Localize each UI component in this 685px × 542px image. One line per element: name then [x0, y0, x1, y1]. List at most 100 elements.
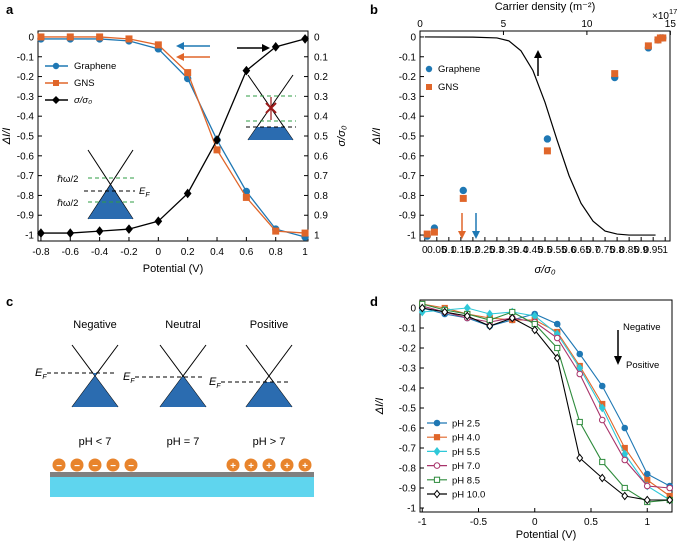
b-xtick-label: 0.25	[475, 245, 495, 256]
a-ytick-right-label: 0	[314, 32, 320, 43]
b-xtick-label: 0.5	[538, 245, 552, 256]
d-point-5	[508, 313, 516, 323]
arrow-up-icon	[534, 50, 542, 58]
graphene-film	[50, 472, 140, 477]
panel-a-ylabel-right: σ/σ₀	[336, 125, 348, 146]
a-ytick-label: -0.4	[17, 112, 35, 123]
d-ytick-label: 0	[410, 304, 416, 315]
d-legend-marker	[433, 476, 441, 483]
d-point-0	[576, 350, 584, 358]
d-line-4	[422, 303, 670, 503]
b-xtick-label: 0.85	[619, 245, 639, 256]
cone-line	[245, 344, 293, 408]
d-point-5	[463, 311, 471, 321]
d-legend-label-2: pH 5.5	[452, 447, 480, 458]
panel-c-schematic: Negative EF pH < 7 − − − − − Neutral EF pH = 7 Posi…	[35, 319, 314, 497]
panel-a-arrows	[176, 42, 270, 61]
panel-b-legend: Graphene GNS	[425, 64, 480, 93]
cone-line	[159, 344, 207, 408]
arrow-left-blue-icon	[176, 42, 184, 50]
ph-label-2: pH > 7	[253, 436, 286, 448]
b-xtick-label: 0.75	[595, 245, 615, 256]
charge-ion	[262, 458, 276, 472]
a-point-1	[272, 227, 280, 235]
d-point-4	[554, 344, 561, 352]
panel-b-chart: 0 0.050.10.150.20.250.30.350.40.450.50.55…	[371, 1, 677, 276]
a-ytick-label: -0.7	[17, 171, 35, 182]
d-point-4	[621, 484, 628, 492]
a-point-2	[154, 216, 163, 226]
charge-sign: −	[74, 461, 80, 472]
a-ytick-right-label: 0.2	[314, 72, 328, 83]
d-point-5	[666, 495, 674, 505]
d-point-3	[643, 482, 651, 490]
b-xtick-label: 0.7	[586, 245, 600, 256]
a-ytick-label: -0.5	[17, 132, 35, 143]
b-point-0	[543, 135, 552, 143]
d-line-3	[422, 305, 670, 489]
charge-ion	[70, 458, 84, 472]
panel-d-legend: pH 2.5 pH 4.0 pH 5.5 pH 7.0 pH 8.5 pH 10.0	[427, 419, 485, 501]
d-point-5	[576, 453, 584, 463]
b-point-1	[659, 34, 667, 42]
d-point-3	[598, 416, 606, 424]
charge-ion	[52, 458, 66, 472]
a-point-1	[213, 146, 221, 154]
panel-label-c: c	[6, 294, 13, 309]
panel-b-arrows	[458, 50, 542, 239]
d-point-0	[553, 320, 561, 328]
a-ytick-right-label: 1	[314, 231, 320, 242]
charge-sign: +	[284, 461, 290, 472]
a-point-1	[125, 35, 133, 43]
substrate	[138, 476, 228, 497]
legend-gns: GNS	[74, 78, 95, 89]
a-line-0	[40, 38, 306, 238]
panel-a-legend: Graphene GNS σ/σ₀	[45, 61, 116, 106]
substrate	[50, 476, 140, 497]
d-line-5	[422, 307, 670, 501]
d-point-2	[598, 403, 606, 413]
dirac-cone-inset-left: ℏω/2 ℏω/2 EF	[57, 149, 150, 220]
hw-label-bottom: ℏω/2	[57, 198, 78, 209]
charge-sign: −	[110, 461, 116, 472]
ph-label-1: pH = 7	[167, 436, 200, 448]
d-point-5	[643, 495, 651, 505]
d-ytick-label: -0.4	[399, 384, 417, 395]
a-ytick-right-label: 0.9	[314, 211, 328, 222]
b-point-0	[459, 186, 467, 195]
a-ytick-right-label: 0.4	[314, 112, 328, 123]
b-ytick-label: -0.6	[399, 151, 417, 162]
panel-d-frame	[419, 299, 673, 513]
state-title-2: Positive	[250, 319, 289, 331]
b-ytick-label: -0.1	[399, 52, 417, 63]
panel-a-ylabel-left: ΔI/I	[1, 128, 13, 146]
a-xtick-label: 0.4	[210, 247, 224, 258]
a-xtick-label: -0.8	[32, 247, 50, 258]
d-ytick-label: -0.2	[399, 344, 417, 355]
d-ytick-label: -0.7	[399, 444, 417, 455]
d-ytick-label: -0.8	[399, 464, 417, 475]
a-point-1	[301, 229, 309, 237]
b-ytick-label: -0.2	[399, 72, 417, 83]
hw-label-top: ℏω/2	[57, 174, 78, 185]
a-point-1	[184, 69, 192, 77]
a-xtick-label: 0.2	[181, 247, 195, 258]
ph-label-0: pH < 7	[79, 436, 112, 448]
a-xtick-label: 1	[302, 247, 308, 258]
charge-sign: −	[56, 461, 62, 472]
a-point-1	[242, 193, 250, 201]
b-xtick-label: 0.2	[466, 245, 480, 256]
a-point-1	[96, 33, 104, 41]
b-xtick-label: 0	[422, 245, 428, 256]
panel-label-a: a	[6, 2, 14, 17]
b-ytick-label: -0.9	[399, 211, 417, 222]
b-xtick-label: 0.35	[499, 245, 519, 256]
a-point-2	[37, 228, 45, 238]
panel-a-xlabel: Potential (V)	[143, 263, 204, 275]
a-ytick-label: -0.2	[17, 72, 35, 83]
d-legend-label-5: pH 10.0	[452, 490, 485, 501]
b-ytick-label: -0.5	[399, 132, 417, 143]
b-ytick-label: -0.7	[399, 171, 417, 182]
valence-band	[246, 382, 292, 407]
panel-d-ylabel: ΔI/I	[374, 398, 386, 416]
